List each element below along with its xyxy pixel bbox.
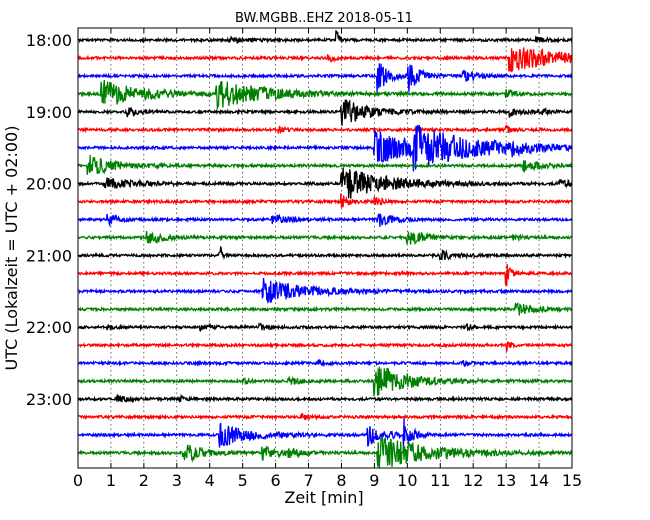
trace-2345 — [78, 436, 572, 468]
y-tick-label: 23:00 — [26, 390, 72, 409]
plot-frame — [77, 27, 573, 469]
x-tick-label: 15 — [562, 471, 582, 490]
x-tick-label: 2 — [139, 471, 149, 490]
x-tick-label: 14 — [529, 471, 549, 490]
trace-1815 — [78, 47, 572, 72]
x-tick-label: 5 — [238, 471, 248, 490]
x-tick-label: 1 — [106, 471, 116, 490]
x-tick-label: 11 — [430, 471, 450, 490]
y-tick-label: 20:00 — [26, 175, 72, 194]
y-tick-label: 21:00 — [26, 246, 72, 265]
trace-2130 — [78, 277, 572, 304]
x-tick-label: 8 — [336, 471, 346, 490]
trace-2315 — [78, 413, 572, 421]
trace-layer — [78, 30, 572, 468]
x-tick-label: 3 — [172, 471, 182, 490]
x-axis-ticks: 0 1 2 3 4 5 6 7 8 9 10 11 12 13 14 15 — [73, 28, 582, 490]
trace-2230 — [78, 358, 572, 368]
trace-2200 — [78, 322, 572, 332]
x-tick-label: 12 — [463, 471, 483, 490]
y-tick-label: 22:00 — [26, 318, 72, 337]
trace-1915 — [78, 124, 572, 134]
trace-2100 — [78, 246, 572, 261]
trace-2045 — [78, 231, 572, 245]
y-tick-label: 19:00 — [26, 103, 72, 122]
x-axis-label: Zeit [min] — [284, 488, 363, 507]
x-tick-label: 13 — [496, 471, 516, 490]
trace-2000 — [78, 167, 572, 199]
y-axis-label: UTC (Lokalzeit = UTC + 02:00) — [2, 126, 21, 371]
x-tick-label: 6 — [271, 471, 281, 490]
x-tick-label: 9 — [369, 471, 379, 490]
trace-2115 — [78, 263, 572, 287]
trace-1900 — [78, 99, 572, 126]
trace-1845 — [78, 79, 572, 110]
trace-2300 — [78, 393, 572, 404]
trace-2015 — [78, 193, 572, 208]
trace-1930 — [78, 124, 572, 172]
x-tick-label: 10 — [397, 471, 417, 490]
trace-2330 — [78, 418, 572, 450]
y-axis-ticks: 18:00 19:00 20:00 21:00 22:00 23:00 — [26, 31, 572, 409]
vertical-grid — [110, 28, 540, 468]
trace-1945 — [78, 154, 572, 175]
chart-title: BW.MGBB..EHZ 2018-05-11 — [235, 11, 413, 26]
trace-2245 — [78, 366, 572, 397]
trace-2215 — [78, 341, 572, 352]
trace-2030 — [78, 213, 572, 228]
trace-1830 — [78, 63, 572, 94]
trace-1800 — [78, 30, 572, 44]
x-tick-label: 7 — [303, 471, 313, 490]
trace-2145 — [78, 301, 572, 316]
x-tick-label: 4 — [205, 471, 215, 490]
x-tick-label: 0 — [73, 471, 83, 490]
y-tick-label: 18:00 — [26, 31, 72, 50]
